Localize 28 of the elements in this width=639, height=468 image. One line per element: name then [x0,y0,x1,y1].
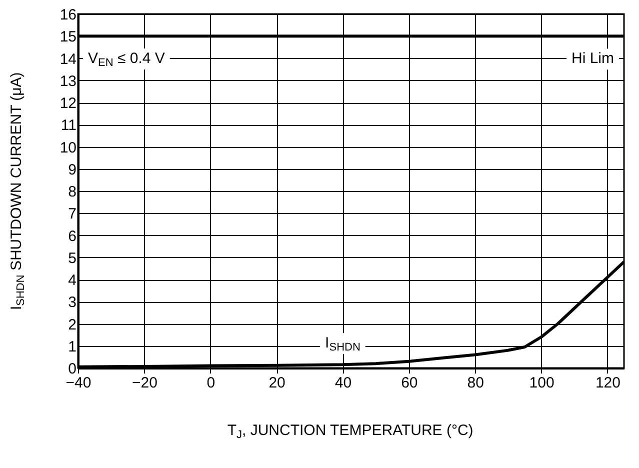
x-tick-label: −40 [66,374,92,392]
y-axis-title: ISHDN SHUTDOWN CURRENT (μA) [8,72,27,310]
x-tick-label: −20 [132,374,158,392]
x-tick-label: 20 [268,374,286,392]
x-tick-label: 60 [401,374,418,392]
y-tick-label: 4 [68,272,76,289]
y-tick-label: 2 [68,316,76,334]
y-tick-label: 13 [60,72,76,90]
y-tick-label: 6 [68,228,76,245]
y-tick-label: 12 [60,95,76,112]
x-tick-label: 40 [334,374,352,392]
y-tick-label: 9 [68,161,76,178]
y-tick-label: 1 [68,338,76,356]
y-tick-label: 0 [68,360,76,378]
y-tick-label: 11 [60,117,76,134]
y-tick-label: 3 [68,294,76,312]
x-tick-label: 0 [206,374,216,392]
y-tick-label: 8 [68,184,76,200]
y-tick-label: 16 [60,6,76,24]
x-tick-label: 80 [467,374,484,392]
x-tick-label: 120 [595,374,620,392]
y-tick-label: 5 [68,250,76,267]
ref-line-label: Hi Lim [572,50,614,68]
y-tick-label: 7 [68,206,76,223]
y-tick-label: 15 [60,28,76,46]
y-tick-label: 10 [60,139,76,156]
x-tick-label: 100 [529,374,554,392]
y-tick-label: 14 [60,50,76,68]
